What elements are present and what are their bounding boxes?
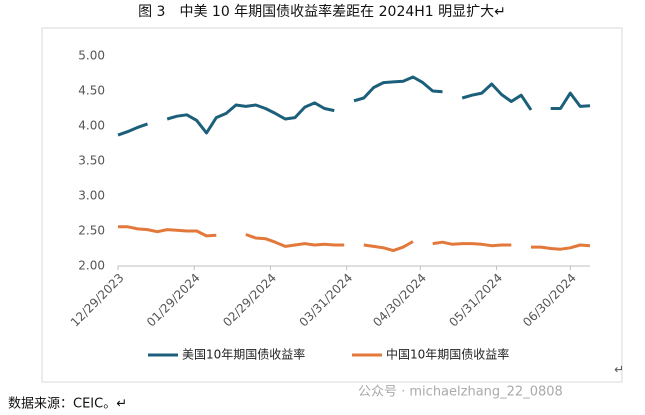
legend-label: 中国10年期国债收益率 [386, 347, 509, 362]
x-tick-label: 03/31/2024 [296, 271, 355, 330]
y-tick-label: 2.50 [78, 224, 105, 238]
x-tick-label: 06/30/2024 [520, 271, 579, 330]
annotation: ↵ [614, 363, 624, 377]
chart-title: 图 3 中美 10 年期国债收益率差距在 2024H1 明显扩大↵ [138, 3, 506, 20]
y-tick-label: 3.50 [78, 154, 105, 168]
y-tick-label: 2.00 [78, 259, 105, 273]
chart-frame [41, 27, 623, 383]
x-tick-label: 12/29/2023 [68, 271, 127, 330]
x-tick-label: 05/31/2024 [446, 271, 505, 330]
watermark: 公众号 · michaelzhang_22_0808 [358, 385, 563, 400]
series-line [117, 75, 591, 137]
x-tick-label: 02/29/2024 [220, 271, 279, 330]
x-tick-label: 01/29/2024 [144, 271, 203, 330]
y-tick-label: 3.00 [78, 189, 105, 203]
series-line [118, 225, 591, 253]
x-tick-label: 04/30/2024 [370, 271, 429, 330]
y-tick-label: 4.00 [78, 119, 105, 133]
source: 数据来源：CEIC。↵ [8, 397, 127, 412]
legend-label: 美国10年期国债收益率 [182, 347, 305, 362]
y-tick-label: 4.50 [78, 84, 105, 98]
y-tick-label: 5.00 [78, 49, 105, 63]
